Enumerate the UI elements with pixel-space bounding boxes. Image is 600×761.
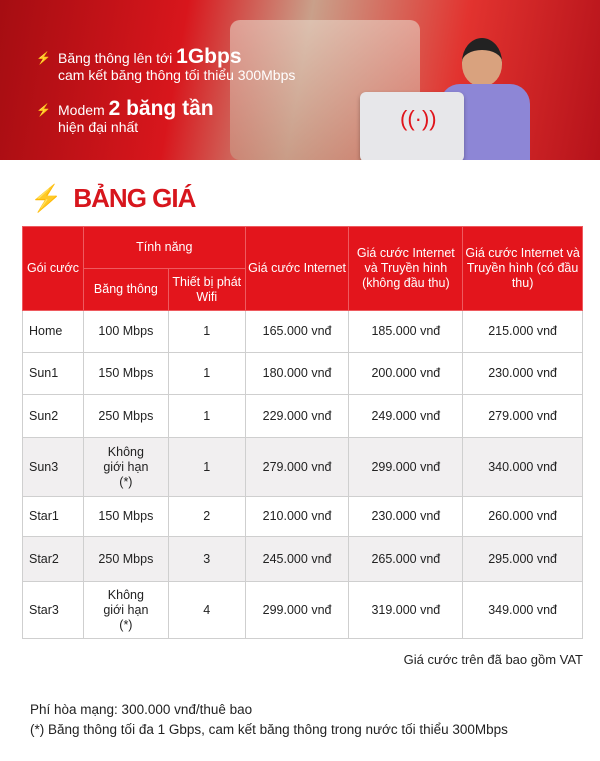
- cell-internet: 299.000 vnđ: [244, 581, 350, 639]
- cell-bandwidth: 250 Mbps: [82, 536, 169, 582]
- feature-highlight: 1Gbps: [176, 45, 242, 68]
- feature-modem: ⚡ Modem 2 băng tần hiện đại nhất: [36, 97, 214, 136]
- table-row: Star2 250 Mbps 3 245.000 vnđ 265.000 vnđ 295.…: [22, 536, 583, 582]
- cell-bandwidth: 250 Mbps: [82, 394, 169, 438]
- lightning-bolt-icon: ⚡: [36, 103, 51, 117]
- page-title: ⚡ BẢNG GIÁ: [30, 183, 196, 214]
- cell-bandwidth: Không giới hạn (*): [82, 581, 169, 639]
- promo-banner: ⚡ Băng thông lên tới 1Gbps cam kết băng t…: [0, 0, 600, 160]
- cell-name: Star1: [22, 496, 84, 537]
- table-row: Star1 150 Mbps 2 210.000 vnđ 230.000 vnđ 260.…: [22, 496, 583, 537]
- cell-tv-no: 265.000 vnđ: [348, 536, 464, 582]
- cell-bandwidth: Không giới hạn (*): [82, 437, 169, 497]
- cell-tv-yes: 295.000 vnđ: [462, 536, 583, 582]
- cell-tv-yes: 260.000 vnđ: [462, 496, 583, 537]
- table-row: Sun1 150 Mbps 1 180.000 vnđ 200.000 vnđ 230.0…: [22, 352, 583, 395]
- price-table: Gói cước Tính năng Giá cước Internet Giá…: [22, 226, 583, 639]
- feature-bandwidth: ⚡ Băng thông lên tới 1Gbps cam kết băng t…: [36, 45, 296, 84]
- cell-tv-no: 200.000 vnđ: [348, 352, 464, 395]
- cell-wifi: 1: [167, 437, 246, 497]
- cell-tv-no: 319.000 vnđ: [348, 581, 464, 639]
- footer-notes: Phí hòa mạng: 300.000 vnđ/thuê bao (*) B…: [30, 700, 508, 740]
- header-tv-no-box: Giá cước Internet và Truyền hình (không …: [348, 226, 464, 311]
- laptop-image: ((·)): [360, 92, 464, 160]
- cell-internet: 245.000 vnđ: [244, 536, 350, 582]
- bandwidth-footnote: (*) Băng thông tối đa 1 Gbps, cam kết bă…: [30, 722, 508, 737]
- header-package: Gói cước: [22, 226, 84, 311]
- table-row: Home 100 Mbps 1 165.000 vnđ 185.000 vnđ 215.0…: [22, 310, 583, 353]
- cell-internet: 165.000 vnđ: [244, 310, 350, 353]
- table-row: Sun3 Không giới hạn (*) 1 279.000 vnđ 299.00…: [22, 437, 583, 497]
- feature-highlight: 2 băng tần: [108, 97, 214, 120]
- feature-text: Băng thông lên tới: [58, 50, 177, 66]
- table-row: Star3 Không giới hạn (*) 4 299.000 vnđ 319.0…: [22, 581, 583, 639]
- cell-tv-yes: 340.000 vnđ: [462, 437, 583, 497]
- cell-bandwidth: 100 Mbps: [82, 310, 169, 353]
- cell-tv-no: 299.000 vnđ: [348, 437, 464, 497]
- cell-wifi: 3: [167, 536, 246, 582]
- header-features: Tính năng: [82, 226, 246, 269]
- cell-wifi: 1: [167, 394, 246, 438]
- title-text: BẢNG GIÁ: [73, 183, 196, 213]
- wifi-icon: ((·)): [400, 106, 437, 131]
- table-row: Sun2 250 Mbps 1 229.000 vnđ 249.000 vnđ 279.0…: [22, 394, 583, 438]
- lightning-bolt-icon: ⚡: [36, 51, 51, 65]
- cell-name: Sun1: [22, 352, 84, 395]
- cell-tv-no: 249.000 vnđ: [348, 394, 464, 438]
- lightning-bolt-icon: ⚡: [30, 183, 62, 213]
- vat-note: Giá cước trên đã bao gồm VAT: [403, 652, 583, 667]
- cell-internet: 229.000 vnđ: [244, 394, 350, 438]
- feature-text: Modem: [58, 102, 109, 118]
- cell-name: Home: [22, 310, 84, 353]
- cell-internet: 180.000 vnđ: [244, 352, 350, 395]
- cell-internet: 279.000 vnđ: [244, 437, 350, 497]
- cell-bandwidth: 150 Mbps: [82, 352, 169, 395]
- connection-fee: Phí hòa mạng: 300.000 vnđ/thuê bao: [30, 702, 253, 717]
- cell-tv-yes: 230.000 vnđ: [462, 352, 583, 395]
- cell-name: Star3: [22, 581, 84, 639]
- cell-wifi: 4: [167, 581, 246, 639]
- cell-tv-yes: 279.000 vnđ: [462, 394, 583, 438]
- cell-wifi: 2: [167, 496, 246, 537]
- header-bandwidth: Băng thông: [82, 268, 169, 311]
- feature-text: hiện đại nhất: [58, 119, 139, 135]
- cell-wifi: 1: [167, 310, 246, 353]
- header-internet: Giá cước Internet: [244, 226, 350, 311]
- feature-text: cam kết băng thông tối thiểu 300Mbps: [58, 67, 296, 83]
- cell-bandwidth: 150 Mbps: [82, 496, 169, 537]
- cell-tv-yes: 215.000 vnđ: [462, 310, 583, 353]
- cell-wifi: 1: [167, 352, 246, 395]
- cell-name: Sun2: [22, 394, 84, 438]
- cell-name: Sun3: [22, 437, 84, 497]
- cell-internet: 210.000 vnđ: [244, 496, 350, 537]
- cell-name: Star2: [22, 536, 84, 582]
- cell-tv-no: 230.000 vnđ: [348, 496, 464, 537]
- header-tv-with-box: Giá cước Internet và Truyền hình (có đầu…: [462, 226, 583, 311]
- cell-tv-no: 185.000 vnđ: [348, 310, 464, 353]
- cell-tv-yes: 349.000 vnđ: [462, 581, 583, 639]
- header-wifi-device: Thiết bị phát Wifi: [167, 268, 246, 311]
